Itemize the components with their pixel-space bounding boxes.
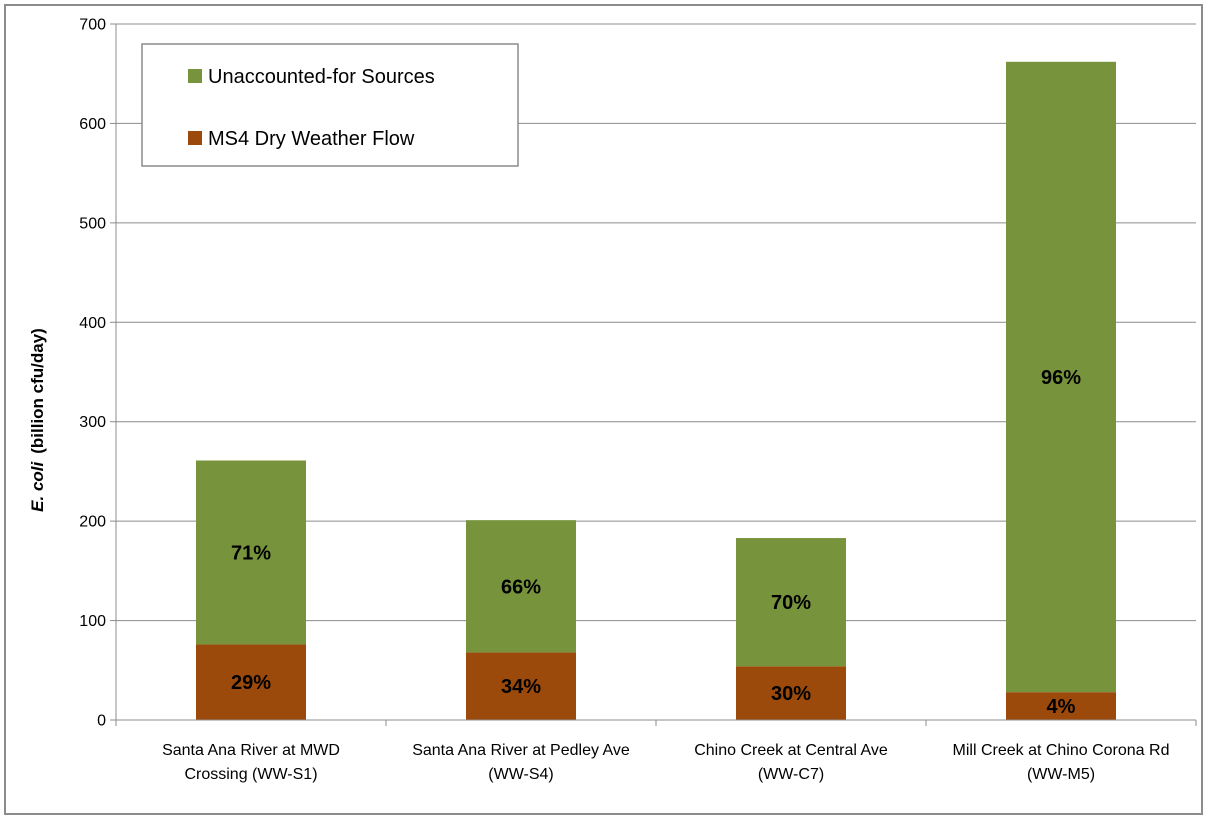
data-label: 4% [1047, 696, 1076, 718]
bars [196, 61, 1116, 720]
x-category-label-line: Crossing (WW-S1) [184, 766, 317, 783]
x-category-label-line: Santa Ana River at MWD [162, 742, 340, 759]
data-labels: 29% 71% 34% 66% 30% 70% 4% 96% [231, 367, 1081, 718]
y-tick-label: 0 [97, 713, 106, 730]
data-label: 66% [501, 576, 541, 598]
x-category-label: Mill Creek at Chino Corona Rd (WW-M5) [953, 742, 1170, 783]
legend-box [141, 43, 519, 167]
x-category-label-line: Mill Creek at Chino Corona Rd [953, 742, 1170, 759]
y-tick-label: 600 [79, 116, 106, 133]
x-category-label-line: (WW-S4) [488, 766, 553, 783]
y-tick-label: 100 [79, 613, 106, 630]
bar-segment [196, 644, 306, 720]
data-label: 29% [231, 672, 271, 694]
bar-segment [466, 652, 576, 720]
bar-segment [466, 520, 576, 653]
bar-segment [1006, 61, 1116, 693]
legend-label: MS4 Dry Weather Flow [208, 128, 415, 150]
y-tick-label: 200 [79, 514, 106, 531]
bar-segment [1006, 692, 1116, 720]
data-label: 30% [771, 683, 811, 705]
x-category-labels: Santa Ana River at MWD Crossing (WW-S1)Sa… [162, 742, 1169, 783]
y-tick-label: 300 [79, 414, 106, 431]
data-label: 71% [231, 542, 271, 564]
x-category-label-line: Santa Ana River at Pedley Ave [412, 742, 630, 759]
x-category-label-line: Chino Creek at Central Ave [694, 742, 888, 759]
y-tick-label: 700 [79, 17, 106, 34]
data-label: 96% [1041, 367, 1081, 389]
legend-swatch [188, 69, 202, 83]
legend-swatch [188, 131, 202, 145]
legend: Unaccounted-for Sources MS4 Dry Weather F… [141, 43, 519, 167]
x-category-label-line: (WW-M5) [1027, 766, 1095, 783]
bar-segment [196, 460, 306, 645]
y-axis-title-italic: E. coli [28, 460, 47, 511]
x-category-label: Santa Ana River at MWD Crossing (WW-S1) [162, 742, 340, 783]
bar-segment [736, 666, 846, 720]
axes [115, 24, 1197, 726]
y-axis-title-units: (billion cfu/day) [28, 328, 47, 454]
x-category-label: Chino Creek at Central Ave (WW-C7) [694, 742, 888, 783]
legend-label: Unaccounted-for Sources [208, 66, 435, 88]
data-label: 70% [771, 592, 811, 614]
x-category-label: Santa Ana River at Pedley Ave (WW-S4) [412, 742, 630, 783]
y-tick-label: 500 [79, 215, 106, 232]
y-tick-labels: 0 100 200 300 400 500 600 700 [79, 17, 106, 730]
y-tick-label: 400 [79, 315, 106, 332]
x-category-label-line: (WW-C7) [758, 766, 824, 783]
y-axis-title: E. coli (billion cfu/day) [28, 328, 47, 512]
bar-segment [736, 538, 846, 667]
data-label: 34% [501, 676, 541, 698]
